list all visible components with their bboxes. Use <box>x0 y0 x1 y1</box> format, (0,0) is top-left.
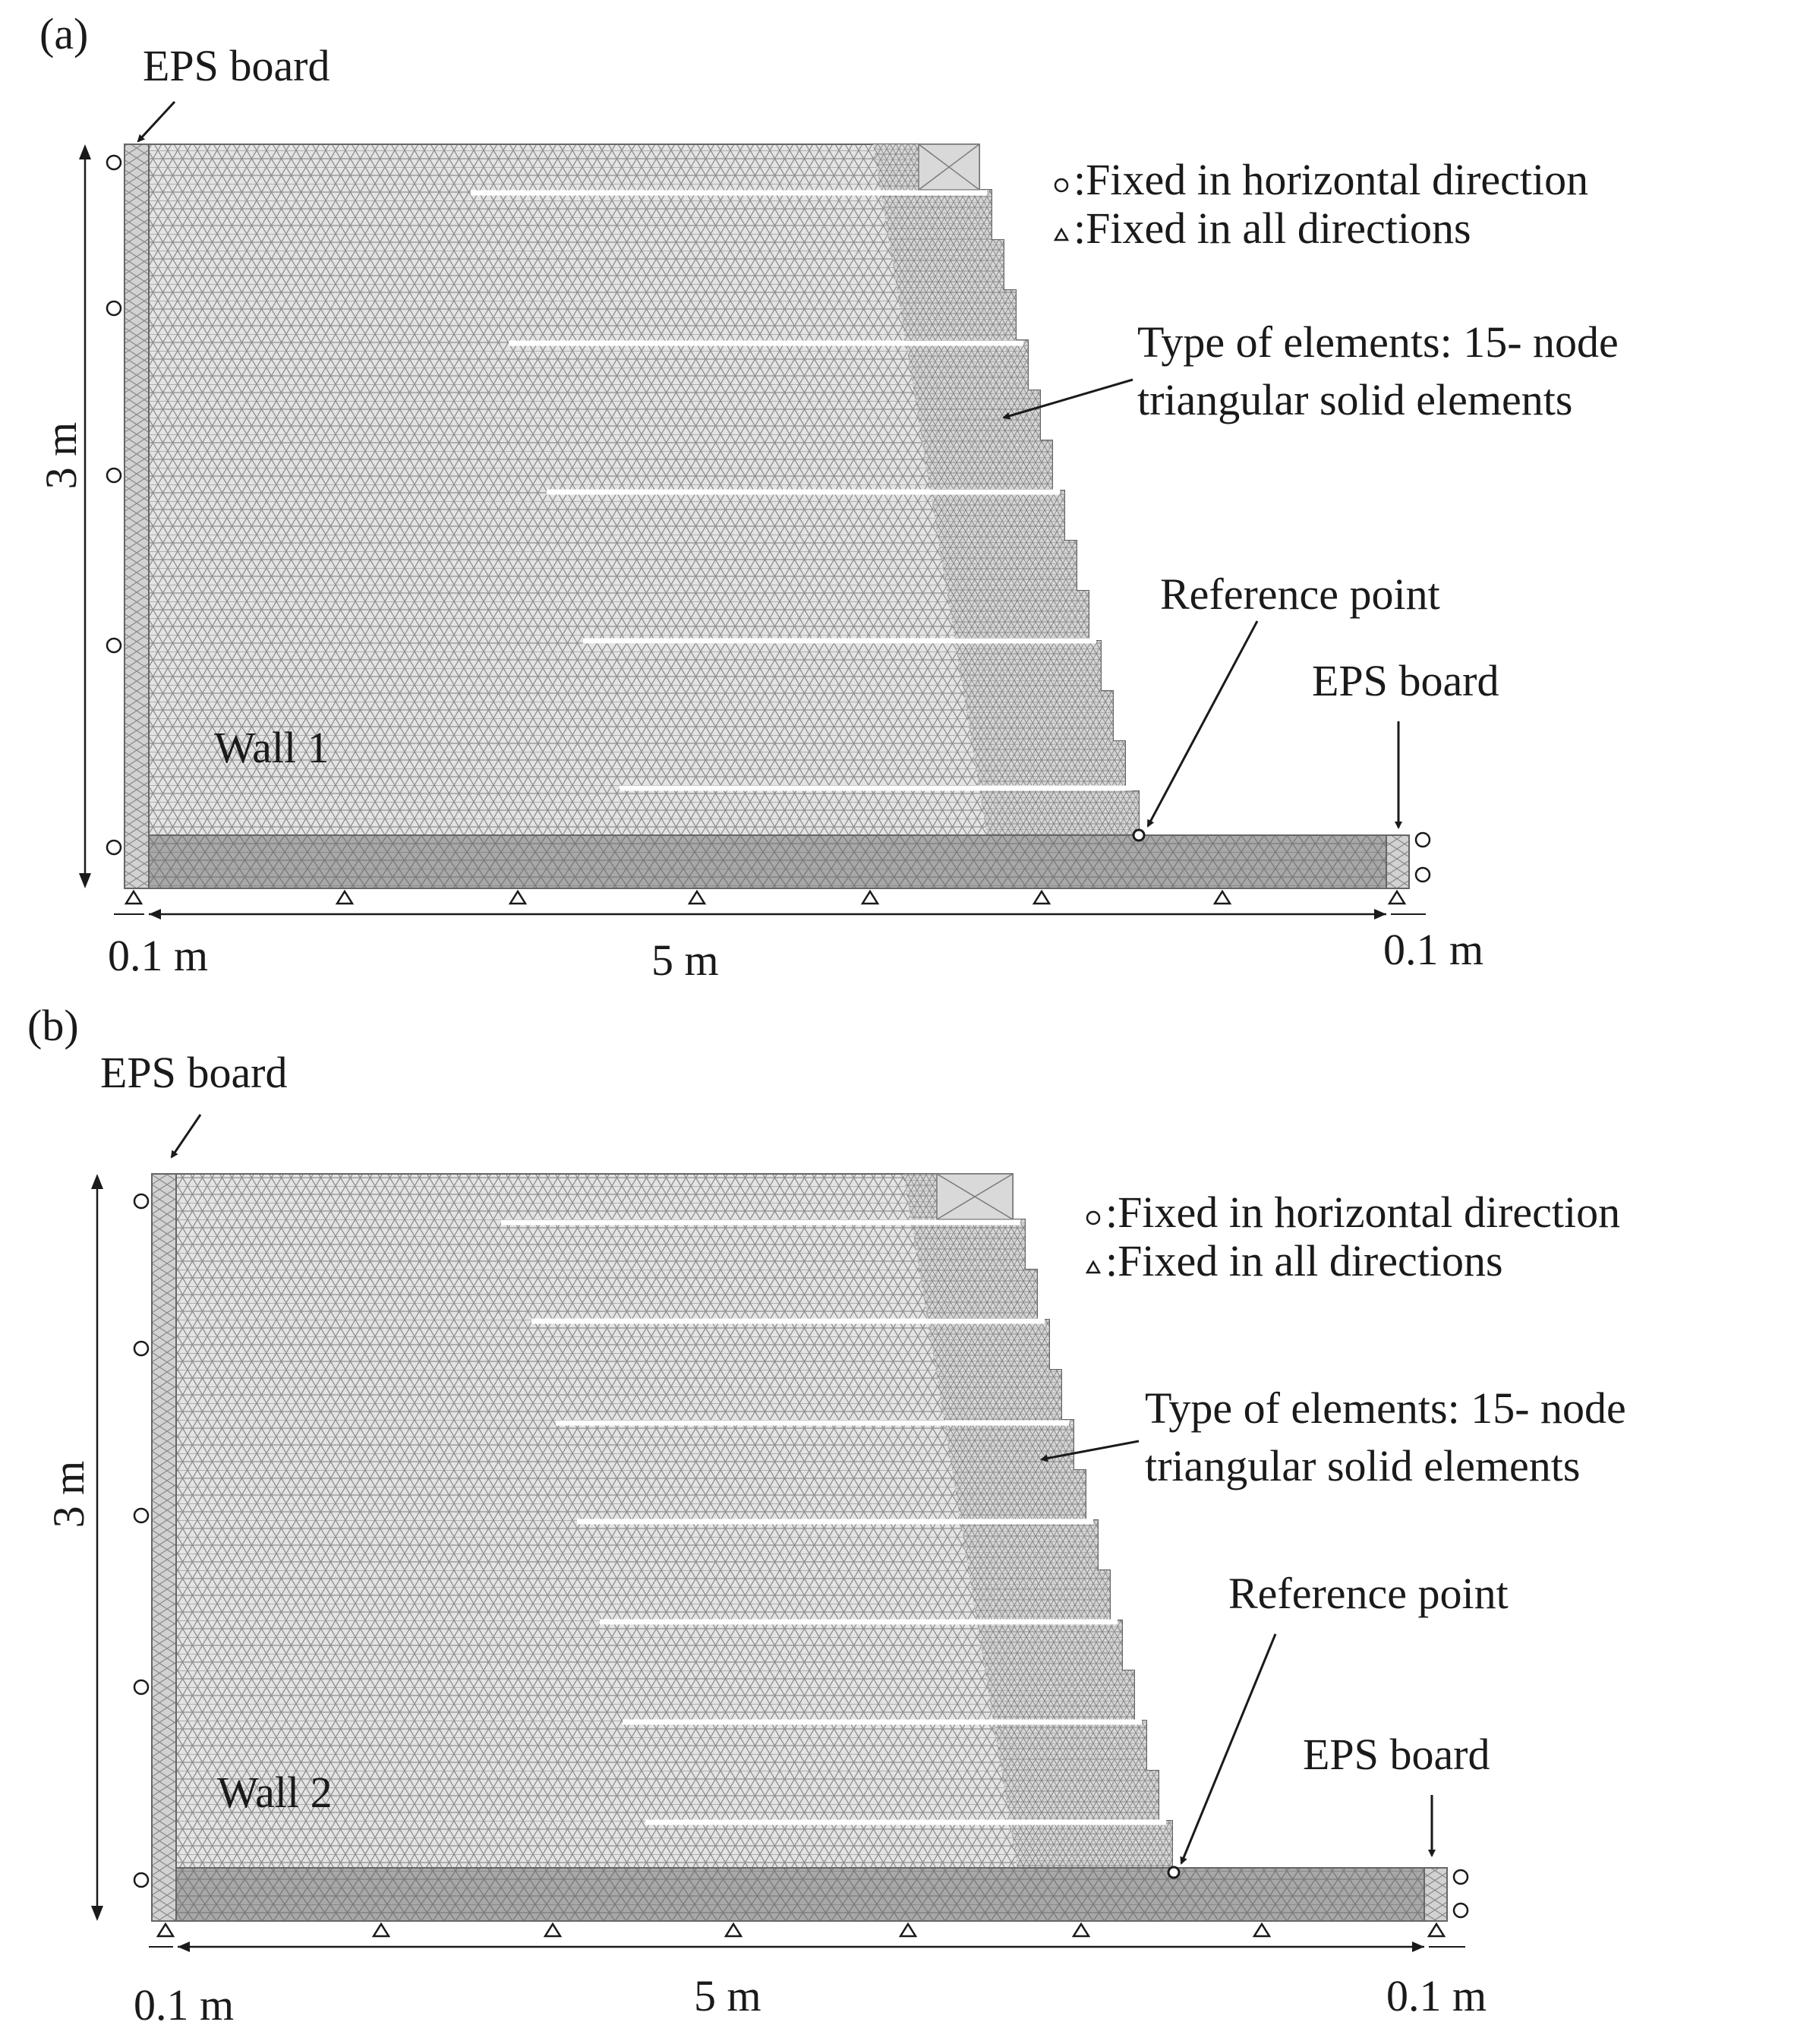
element-type-line1: Type of elements: 15- node <box>1137 317 1619 367</box>
legend-circle-icon <box>1086 1210 1101 1225</box>
eps-board-left-label: EPS board <box>100 1048 288 1097</box>
right-width-label: 0.1 m <box>1386 1971 1487 2020</box>
legend-triangle-icon <box>1053 227 1070 241</box>
right-width-label: 0.1 m <box>1383 925 1483 974</box>
wall-label: Wall 2 <box>217 1768 333 1817</box>
reference-point-label: Reference point <box>1228 1569 1509 1618</box>
eps-board-right-label: EPS board <box>1312 656 1499 705</box>
foundation-mesh <box>175 1867 1425 1922</box>
height-label: 3 m <box>36 422 86 490</box>
bottom-fixed-supports <box>156 1922 1446 1938</box>
left-roller-supports <box>106 154 122 856</box>
length-label: 5 m <box>694 1971 761 2020</box>
eps-board-right-label: EPS board <box>1303 1730 1490 1779</box>
reference-point-label: Reference point <box>1160 569 1440 619</box>
element-type-line1: Type of elements: 15- node <box>1145 1383 1626 1433</box>
panel-label: (b) <box>27 1001 79 1050</box>
height-label: 3 m <box>44 1461 93 1528</box>
legend-triangle-icon <box>1085 1260 1102 1274</box>
panel-label: (a) <box>39 9 88 58</box>
wall-label: Wall 1 <box>214 723 329 772</box>
element-type-arrow <box>1040 1440 1140 1462</box>
eps-board-left-arrow <box>137 100 176 143</box>
panel-a: (a) EPS board Reference point EPS board … <box>36 9 1619 985</box>
legend-circle-text: :Fixed in horizontal direction <box>1105 1188 1620 1237</box>
eps-board-right <box>1386 834 1410 889</box>
eps-board-left-arrow <box>170 1114 202 1159</box>
reference-point-arrow <box>1146 620 1259 828</box>
reference-point-arrow <box>1180 1633 1277 1865</box>
eps-board-right <box>1424 1867 1448 1922</box>
reference-point-marker <box>1167 1866 1181 1879</box>
left-width-label: 0.1 m <box>108 931 208 980</box>
right-roller-supports <box>1452 1869 1469 1919</box>
foundation-mesh <box>148 834 1387 889</box>
eps-board-left-label: EPS board <box>143 41 330 90</box>
left-width-label: 0.1 m <box>134 1980 234 2030</box>
right-roller-supports <box>1414 831 1431 883</box>
element-type-arrow <box>1002 378 1133 420</box>
reference-point-marker <box>1132 828 1146 842</box>
element-type-line2: triangular solid elements <box>1145 1441 1580 1490</box>
element-type-line2: triangular solid elements <box>1137 375 1572 424</box>
bottom-fixed-supports <box>124 889 1407 905</box>
eps-board-left <box>151 1173 177 1922</box>
length-label: 5 m <box>651 935 719 985</box>
reinforcement-layers <box>471 190 1133 791</box>
legend-circle-icon <box>1054 178 1069 193</box>
legend-triangle-text: :Fixed in all directions <box>1074 203 1471 253</box>
eps-board-left <box>124 144 150 889</box>
legend-triangle-text: :Fixed in all directions <box>1105 1236 1503 1285</box>
reinforcement-layers <box>501 1219 1166 1825</box>
legend-circle-text: :Fixed in horizontal direction <box>1074 155 1588 204</box>
panel-b: (b) EPS board Reference point EPS board … <box>27 1001 1626 2030</box>
left-roller-supports <box>133 1193 150 1888</box>
